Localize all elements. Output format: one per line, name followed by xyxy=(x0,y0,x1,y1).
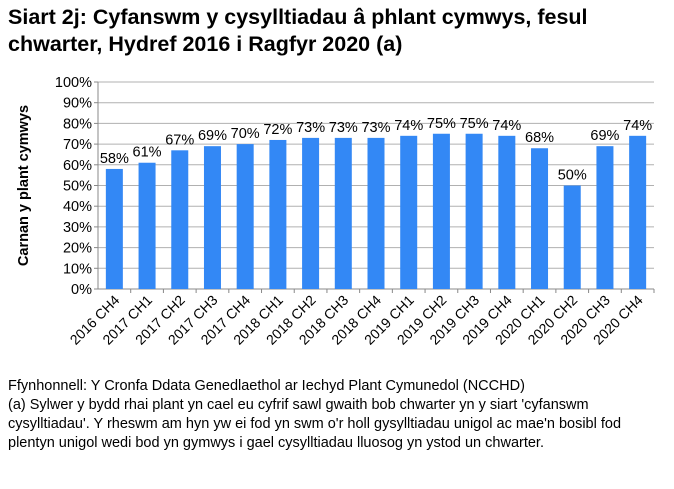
data-label: 74% xyxy=(623,118,652,134)
bar xyxy=(138,162,156,289)
bar xyxy=(498,135,516,289)
data-label: 72% xyxy=(263,122,292,138)
y-tick-label: 30% xyxy=(63,220,92,236)
bar xyxy=(432,133,450,289)
bar xyxy=(531,148,549,289)
y-tick-label: 50% xyxy=(63,179,92,195)
y-tick-label: 90% xyxy=(63,96,92,112)
bar xyxy=(563,185,581,289)
data-label: 70% xyxy=(231,126,260,142)
bar-chart: 0%10%20%30%40%50%60%70%80%90%100%58%2016… xyxy=(16,75,655,348)
y-axis-label: Carnan y plant cymwys xyxy=(16,105,32,266)
chart-title: Siart 2j: Cyfanswm y cysylltiadau â phla… xyxy=(8,5,588,56)
y-tick-label: 60% xyxy=(63,158,92,174)
data-label: 68% xyxy=(525,130,554,146)
y-tick-label: 100% xyxy=(55,75,92,91)
data-label: 50% xyxy=(558,168,587,184)
y-tick-label: 20% xyxy=(63,241,92,257)
footnote: (a) Sylwer y bydd rhai plant yn cael eu … xyxy=(8,397,622,451)
bar xyxy=(465,133,483,289)
data-label: 58% xyxy=(100,151,129,167)
y-tick-label: 10% xyxy=(63,261,92,277)
bar xyxy=(105,168,123,289)
data-label: 74% xyxy=(492,118,521,134)
bar xyxy=(269,139,287,289)
source-note: Ffynhonnell: Y Cronfa Ddata Genedlaethol… xyxy=(8,378,525,394)
data-label: 75% xyxy=(427,116,456,132)
y-tick-label: 40% xyxy=(63,199,92,215)
data-label: 69% xyxy=(590,128,619,144)
data-label: 74% xyxy=(394,118,423,134)
bar xyxy=(596,146,614,289)
y-tick-label: 0% xyxy=(71,282,92,298)
data-label: 73% xyxy=(329,120,358,136)
bar xyxy=(334,137,352,289)
bar xyxy=(629,135,647,289)
data-label: 75% xyxy=(460,116,489,132)
bar xyxy=(171,150,189,289)
data-label: 69% xyxy=(198,128,227,144)
y-tick-label: 80% xyxy=(63,116,92,132)
data-label: 73% xyxy=(296,120,325,136)
bar xyxy=(236,144,254,289)
bar xyxy=(400,135,418,289)
y-tick-label: 70% xyxy=(63,137,92,153)
bar xyxy=(367,137,385,289)
data-label: 61% xyxy=(133,145,162,161)
data-label: 73% xyxy=(361,120,390,136)
bar xyxy=(302,137,320,289)
chart-notes: Ffynhonnell: Y Cronfa Ddata Genedlaethol… xyxy=(8,377,668,453)
data-label: 67% xyxy=(165,132,194,148)
bar xyxy=(203,146,221,289)
